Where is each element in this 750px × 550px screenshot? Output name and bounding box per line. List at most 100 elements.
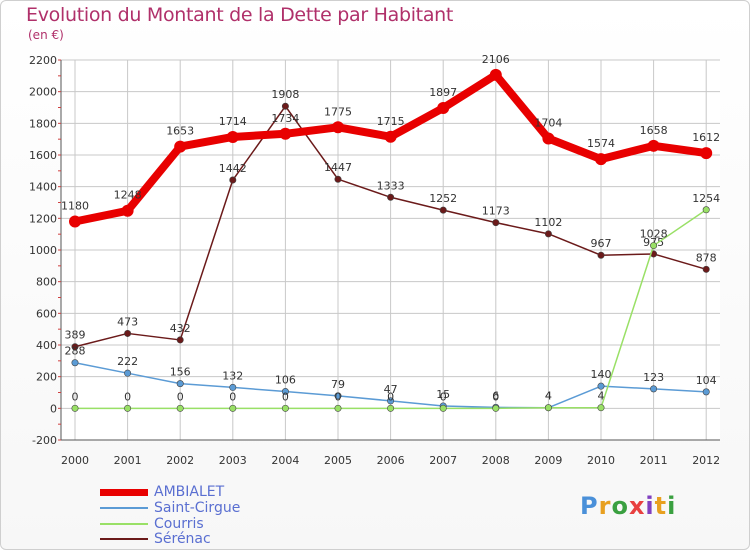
x-tick-label: 2001 xyxy=(114,454,142,467)
data-point-ambialet xyxy=(121,204,134,217)
data-label-saint-cirgue: 6 xyxy=(492,389,499,402)
data-label-serenac: 1333 xyxy=(377,179,405,192)
data-label-ambialet: 1704 xyxy=(534,117,562,130)
data-label-saint-cirgue: 106 xyxy=(275,374,296,387)
data-point-saint-cirgue xyxy=(71,359,79,367)
data-point-ambialet xyxy=(489,68,502,81)
data-label-serenac: 1252 xyxy=(429,192,457,205)
data-point-saint-cirgue xyxy=(281,388,289,396)
data-label-courris: 0 xyxy=(282,390,289,403)
data-label-saint-cirgue: 156 xyxy=(170,366,191,379)
data-label-courris: 0 xyxy=(492,390,499,403)
data-point-serenac xyxy=(387,193,395,201)
data-label-serenac: 389 xyxy=(65,329,86,342)
data-point-serenac xyxy=(124,329,132,337)
data-label-ambialet: 1180 xyxy=(61,200,89,213)
legend-item-ambialet: AMBIALET xyxy=(100,484,224,500)
data-point-ambialet xyxy=(437,101,450,114)
chart-title: Evolution du Montant de la Dette par Hab… xyxy=(26,4,454,26)
x-tick-label: 2007 xyxy=(429,454,457,467)
data-label-serenac: 1447 xyxy=(324,161,352,174)
y-tick-label: 1000 xyxy=(29,244,57,257)
y-tick-label: 2000 xyxy=(29,86,57,99)
data-label-saint-cirgue: 104 xyxy=(696,374,717,387)
data-point-ambialet xyxy=(332,121,344,134)
data-point-courris xyxy=(439,404,447,412)
x-tick-label: 2006 xyxy=(377,454,405,467)
x-tick-label: 2005 xyxy=(324,454,352,467)
y-tick-label: 1600 xyxy=(29,149,57,162)
data-label-saint-cirgue: 15 xyxy=(436,388,450,401)
data-point-ambialet xyxy=(700,147,713,160)
data-point-courris xyxy=(334,404,342,412)
x-tick-label: 2003 xyxy=(219,454,247,467)
data-label-saint-cirgue: 47 xyxy=(384,383,398,396)
y-tick-label: 1400 xyxy=(29,181,57,194)
data-point-ambialet xyxy=(647,139,660,152)
y-tick-label: 200 xyxy=(36,371,57,384)
legend-item-serenac: Sérénac xyxy=(100,531,211,547)
data-label-serenac: 1102 xyxy=(534,216,562,229)
data-point-courris xyxy=(229,404,237,412)
x-tick-label: 2011 xyxy=(640,454,668,467)
data-label-saint-cirgue: 132 xyxy=(222,369,243,382)
data-label-courris: 1028 xyxy=(640,228,668,241)
data-point-courris xyxy=(650,242,658,250)
legend-label-saint-cirgue: Saint-Cirgue xyxy=(154,500,241,516)
data-point-saint-cirgue xyxy=(124,369,132,377)
data-label-ambialet: 1658 xyxy=(640,124,668,137)
data-label-courris: 0 xyxy=(229,390,236,403)
data-point-courris xyxy=(544,404,552,412)
data-point-ambialet xyxy=(595,153,607,166)
legend-label-ambialet: AMBIALET xyxy=(154,484,225,500)
data-point-courris xyxy=(71,404,79,412)
x-tick-label: 2010 xyxy=(587,454,615,467)
data-label-courris: 4 xyxy=(545,390,552,403)
legend-swatch-courris xyxy=(100,523,148,525)
data-point-saint-cirgue xyxy=(334,392,342,400)
legend-swatch-saint-cirgue xyxy=(100,507,148,509)
data-point-ambialet xyxy=(69,215,81,228)
data-label-ambialet: 1574 xyxy=(587,137,615,150)
x-tick-label: 2012 xyxy=(692,454,720,467)
data-label-saint-cirgue: 140 xyxy=(591,368,612,381)
y-tick-label: 1800 xyxy=(29,117,57,130)
legend-label-courris: Courris xyxy=(154,516,204,532)
data-point-courris xyxy=(124,404,132,412)
data-label-saint-cirgue: 123 xyxy=(643,371,664,384)
data-point-serenac xyxy=(334,175,342,183)
x-tick-label: 2008 xyxy=(482,454,510,467)
data-label-courris: 0 xyxy=(440,390,447,403)
x-tick-label: 2002 xyxy=(166,454,194,467)
data-point-serenac xyxy=(176,336,184,344)
y-tick-label: 400 xyxy=(36,339,57,352)
data-point-saint-cirgue xyxy=(387,397,395,405)
proxiti-logo: Proxiti xyxy=(580,492,676,520)
logo-letter: x xyxy=(628,492,646,520)
logo-letter: i xyxy=(645,492,655,520)
data-point-serenac xyxy=(229,176,237,184)
data-label-ambialet: 2106 xyxy=(482,53,510,66)
data-label-serenac: 878 xyxy=(696,251,717,264)
data-point-courris xyxy=(492,404,500,412)
data-label-ambialet: 1775 xyxy=(324,105,352,118)
legend-swatch-serenac xyxy=(100,538,148,540)
data-label-ambialet: 1715 xyxy=(377,115,405,128)
legend-swatch-ambialet xyxy=(100,488,148,496)
data-point-courris xyxy=(387,404,395,412)
data-label-saint-cirgue: 4 xyxy=(545,390,552,403)
data-label-ambialet: 1653 xyxy=(166,125,194,138)
data-point-serenac xyxy=(439,206,447,214)
data-point-courris xyxy=(176,404,184,412)
data-label-serenac: 473 xyxy=(117,315,138,328)
data-label-courris: 0 xyxy=(124,390,131,403)
data-label-serenac: 1442 xyxy=(219,162,247,175)
data-point-ambialet xyxy=(226,130,239,143)
data-point-saint-cirgue xyxy=(176,380,184,388)
data-label-ambialet: 1248 xyxy=(114,189,142,202)
data-label-saint-cirgue: 79 xyxy=(331,378,345,391)
data-point-courris xyxy=(281,404,289,412)
data-point-serenac xyxy=(281,102,289,110)
data-label-courris: 1254 xyxy=(692,192,720,205)
